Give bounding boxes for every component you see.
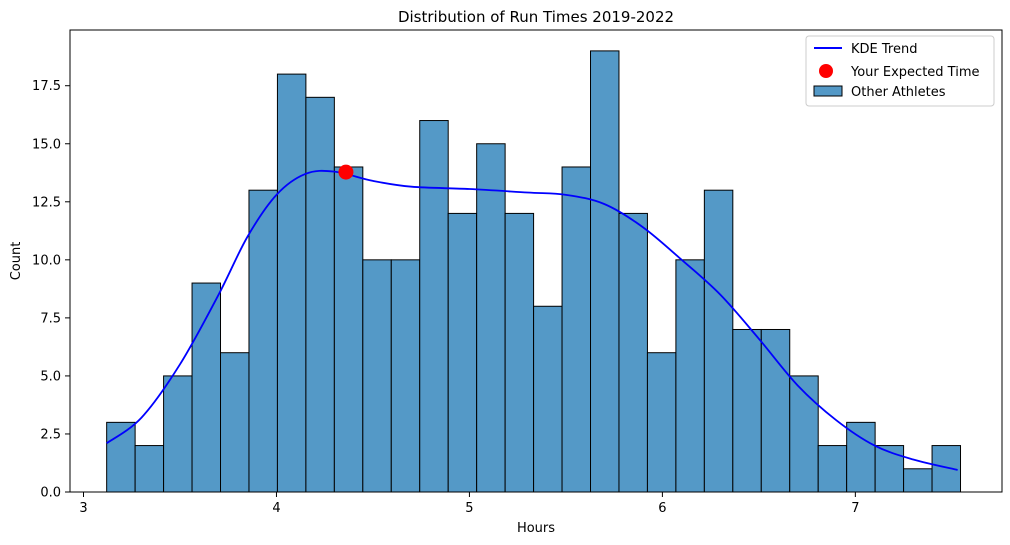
histogram-bar: [874, 445, 905, 493]
histogram-bar: [220, 352, 250, 493]
histogram-bar: [419, 120, 449, 493]
legend-box: [805, 35, 995, 107]
legend: KDE Trend Your Expected Time Other Athle…: [805, 35, 995, 107]
bars-group: [106, 50, 962, 493]
x-tick-label: 7: [851, 501, 859, 516]
points-group: [338, 164, 354, 180]
chart-title: Distribution of Run Times 2019-2022: [398, 8, 674, 26]
kde-group: [106, 169, 958, 471]
x-tick-label: 5: [465, 501, 473, 516]
histogram-bar: [817, 445, 848, 493]
histogram-bar: [618, 212, 648, 493]
histogram-bar: [191, 282, 222, 493]
y-tick-label: 0.0: [40, 486, 61, 501]
x-tick-label: 3: [79, 501, 87, 516]
histogram-bar: [305, 96, 335, 493]
histogram-bar: [248, 189, 278, 493]
legend-athletes-label: Other Athletes: [851, 85, 946, 100]
y-axis-label: Count: [9, 242, 24, 281]
histogram-bar: [390, 259, 421, 493]
legend-kde-label: KDE Trend: [851, 42, 917, 57]
histogram-bar: [646, 352, 677, 493]
histogram-bar: [362, 259, 392, 493]
histogram-bar: [476, 143, 506, 493]
histogram-bar: [276, 73, 307, 493]
y-axis-ticks: 0.0 2.5 5.0 7.5 10.0 12.5 15.0 17.5: [32, 79, 70, 501]
y-tick-label: 17.5: [32, 79, 61, 94]
histogram-bar: [134, 445, 165, 493]
histogram-bar: [447, 212, 478, 493]
legend-athletes-swatch: [813, 85, 843, 97]
histogram-bar: [504, 212, 535, 493]
x-tick-label: 4: [272, 501, 280, 516]
y-tick-label: 10.0: [32, 253, 61, 268]
histogram-bar: [333, 166, 364, 493]
y-tick-label: 7.5: [40, 311, 61, 326]
y-tick-label: 5.0: [40, 369, 61, 384]
histogram-bar: [703, 189, 734, 493]
histogram-bar: [533, 305, 563, 493]
x-axis-ticks: 3 4 5 6 7: [79, 492, 859, 516]
histogram-bar: [163, 375, 193, 493]
y-tick-label: 15.0: [32, 137, 61, 152]
plot-frame: [69, 29, 1003, 493]
histogram-bar: [789, 375, 819, 493]
histogram-bar: [561, 166, 592, 493]
histogram-bar: [760, 328, 791, 493]
legend-expected-label: Your Expected Time: [850, 65, 979, 80]
histogram-bar: [903, 468, 933, 493]
histogram-bar: [675, 259, 705, 493]
histogram-bar: [106, 421, 136, 493]
expected-time-point: [338, 164, 354, 180]
legend-expected-swatch: [819, 64, 833, 78]
x-tick-label: 6: [658, 501, 666, 516]
y-tick-label: 12.5: [32, 195, 61, 210]
histogram-bar: [590, 50, 620, 493]
histogram-bar: [732, 328, 762, 493]
y-tick-label: 2.5: [40, 427, 61, 442]
x-axis-label: Hours: [517, 521, 555, 536]
kde-trend-line: [106, 169, 958, 471]
histogram-bar: [846, 421, 876, 493]
